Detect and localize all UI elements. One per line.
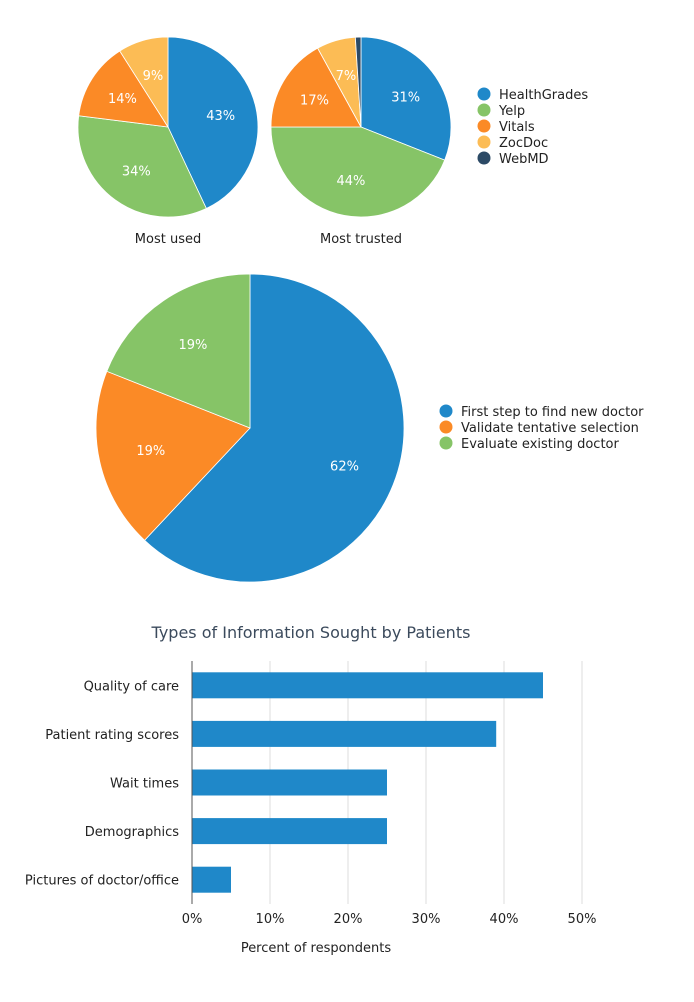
legend-purpose-swatch-validate-tentative-selection xyxy=(439,420,453,434)
pie-trusted-slice-label-vitals: 17% xyxy=(300,94,329,109)
pie-used-slice-healthgrades xyxy=(167,36,259,209)
pie-used-slice-label-vitals: 14% xyxy=(108,92,137,107)
legend-purpose-swatch-first-step-to-find-new-doctor xyxy=(439,404,453,418)
pie-used-slice-vitals xyxy=(78,50,169,128)
pie-trusted-slice-label-healthgrades: 31% xyxy=(391,91,420,106)
bar-chart: 0% 10% 20% 30% 40% 50% Quality of care Patient … xyxy=(25,661,597,927)
bar-wait-times xyxy=(192,769,387,796)
x-tick-label-5: 50% xyxy=(568,912,597,927)
legend-sites-label-webmd: WebMD xyxy=(499,152,549,167)
pie-purpose-slice-label-first-step-to-find-new-doctor: 62% xyxy=(330,459,359,474)
legend-purpose-label-first-step-to-find-new-doctor: First step to find new doctor xyxy=(461,405,644,420)
legend-sites-label-vitals: Vitals xyxy=(499,120,535,135)
pie-chart-most-trusted: 31% 44% 17% 7% xyxy=(270,36,452,218)
pie-purpose-slice-evaluate-existing-doctor xyxy=(106,273,251,429)
pie-purpose-slice-label-validate-tentative-selection: 19% xyxy=(136,444,165,459)
pie-purpose-slice-first-step-to-find-new-doctor xyxy=(144,273,405,583)
legend-purpose-label-validate-tentative-selection: Validate tentative selection xyxy=(461,421,639,436)
bar-patient-rating-scores xyxy=(192,720,497,747)
pie-purpose-slice-validate-tentative-selection xyxy=(95,370,251,541)
category-label-demographics: Demographics xyxy=(85,825,179,840)
legend-purpose-swatch-evaluate-existing-doctor xyxy=(439,436,453,450)
pie-trusted-slice-vitals xyxy=(270,47,362,128)
legend-sites-swatch-webmd xyxy=(477,151,491,165)
pie-trusted-slice-healthgrades xyxy=(360,36,452,161)
pie-used-slice-label-healthgrades: 43% xyxy=(206,109,235,124)
pie-caption-most-trusted: Most trusted xyxy=(320,232,402,247)
pie-trusted-slice-label-zocdoc: 7% xyxy=(336,69,357,84)
legend-sites-swatch-vitals xyxy=(477,119,491,133)
category-label-patient-rating-scores: Patient rating scores xyxy=(45,728,179,743)
legend-sites-swatch-yelp xyxy=(477,103,491,117)
pie-used-slice-zocdoc xyxy=(119,36,169,129)
x-tick-label-4: 40% xyxy=(490,912,519,927)
pie-purpose-slice-label-evaluate-existing-doctor: 19% xyxy=(178,338,207,353)
legend-sites-swatch-healthgrades xyxy=(477,87,491,101)
x-axis-title: Percent of respondents xyxy=(241,941,392,956)
pie-caption-most-used: Most used xyxy=(135,232,201,247)
x-tick-label-3: 30% xyxy=(412,912,441,927)
legend-sites-swatch-zocdoc xyxy=(477,135,491,149)
pie-used-slice-label-yelp: 34% xyxy=(122,165,151,180)
pie-trusted-slice-yelp xyxy=(270,126,446,218)
bar-chart-title: Types of Information Sought by Patients xyxy=(151,623,471,642)
category-label-pictures-of-doctor-office: Pictures of doctor/office xyxy=(25,874,179,889)
legend-purpose-label-evaluate-existing-doctor: Evaluate existing doctor xyxy=(461,437,620,452)
x-tick-label-0: 0% xyxy=(182,912,203,927)
legend-sites-label-yelp: Yelp xyxy=(498,104,525,119)
x-tick-label-1: 10% xyxy=(256,912,285,927)
pie-chart-purpose: 62% 19% 19% xyxy=(95,273,405,583)
bar-quality-of-care xyxy=(192,672,543,699)
bar-demographics xyxy=(192,818,387,845)
pie-used-slice-yelp xyxy=(77,115,207,218)
legend-sites-label-healthgrades: HealthGrades xyxy=(499,88,588,103)
pie-used-slice-label-zocdoc: 9% xyxy=(143,69,164,84)
category-label-quality-of-care: Quality of care xyxy=(84,679,179,694)
category-label-wait-times: Wait times xyxy=(110,777,179,792)
legend-sites-label-zocdoc: ZocDoc xyxy=(499,136,548,151)
x-tick-label-2: 20% xyxy=(334,912,363,927)
pie-chart-most-used: 43% 34% 14% 9% xyxy=(77,36,259,218)
pie-trusted-slice-webmd xyxy=(354,36,362,128)
bar-pictures-of-doctor-office xyxy=(192,866,231,893)
pie-trusted-slice-label-yelp: 44% xyxy=(336,174,365,189)
